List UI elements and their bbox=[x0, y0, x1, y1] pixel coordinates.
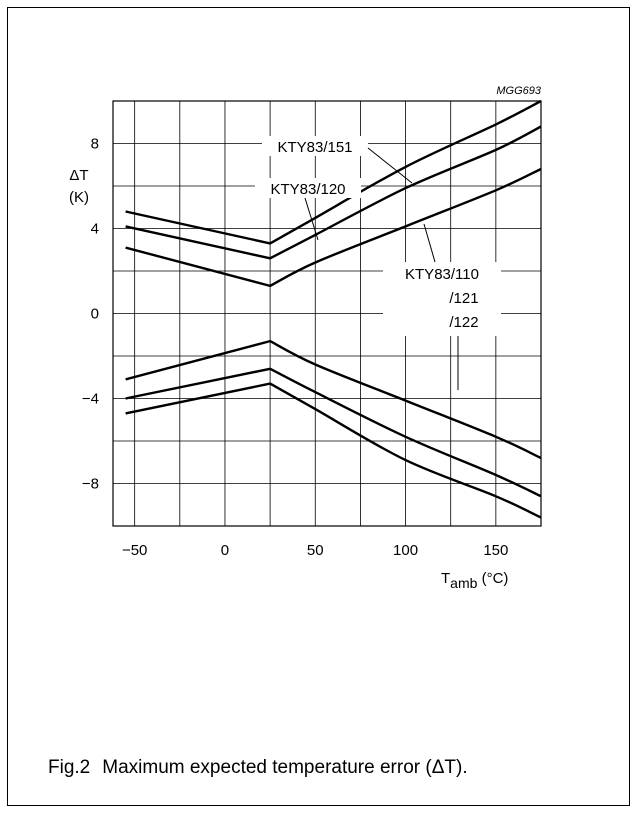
y-tick-label: 4 bbox=[91, 221, 99, 238]
annotation-label: KTY83/110 bbox=[405, 266, 479, 283]
annotation-leader bbox=[423, 223, 436, 263]
y-axis-label: ΔT bbox=[69, 167, 88, 184]
annotation-leader bbox=[367, 147, 413, 184]
plot-border bbox=[112, 100, 542, 527]
y-tick-label: 0 bbox=[91, 306, 99, 323]
annotation-label: /122 bbox=[449, 314, 478, 331]
caption-text: Maximum expected temperature error (ΔT). bbox=[102, 757, 468, 778]
y-tick-label: −4 bbox=[82, 391, 99, 408]
x-axis-label: Tamb (°C) bbox=[441, 570, 508, 591]
series-line bbox=[125, 167, 542, 288]
figure-caption: Fig.2 Maximum expected temperature error … bbox=[48, 757, 468, 779]
y-axis-unit: (K) bbox=[69, 189, 89, 206]
x-tick-label: 50 bbox=[307, 542, 324, 559]
x-tick-label: 100 bbox=[393, 542, 418, 559]
y-tick-label: −8 bbox=[82, 476, 99, 493]
series-line bbox=[125, 99, 542, 245]
series-line bbox=[125, 339, 542, 460]
x-tick-label: 0 bbox=[221, 542, 229, 559]
annotation-bg bbox=[262, 136, 368, 156]
annotation-bg bbox=[383, 262, 501, 336]
annotation-label: KTY83/120 bbox=[270, 181, 345, 198]
annotation-bg bbox=[255, 178, 361, 198]
series-line bbox=[125, 382, 542, 519]
annotation-leader bbox=[304, 197, 319, 241]
caption-fig-number: Fig.2 bbox=[48, 757, 91, 778]
annotation-label: KTY83/151 bbox=[277, 139, 352, 156]
figure-code: MGG693 bbox=[496, 85, 542, 97]
y-tick-label: 8 bbox=[91, 136, 99, 153]
series-line bbox=[125, 367, 542, 498]
series-line bbox=[125, 125, 542, 260]
annotation-label: /121 bbox=[449, 290, 478, 307]
figure-frame bbox=[7, 7, 630, 806]
x-tick-label: 150 bbox=[483, 542, 508, 559]
x-tick-label: −50 bbox=[122, 542, 147, 559]
